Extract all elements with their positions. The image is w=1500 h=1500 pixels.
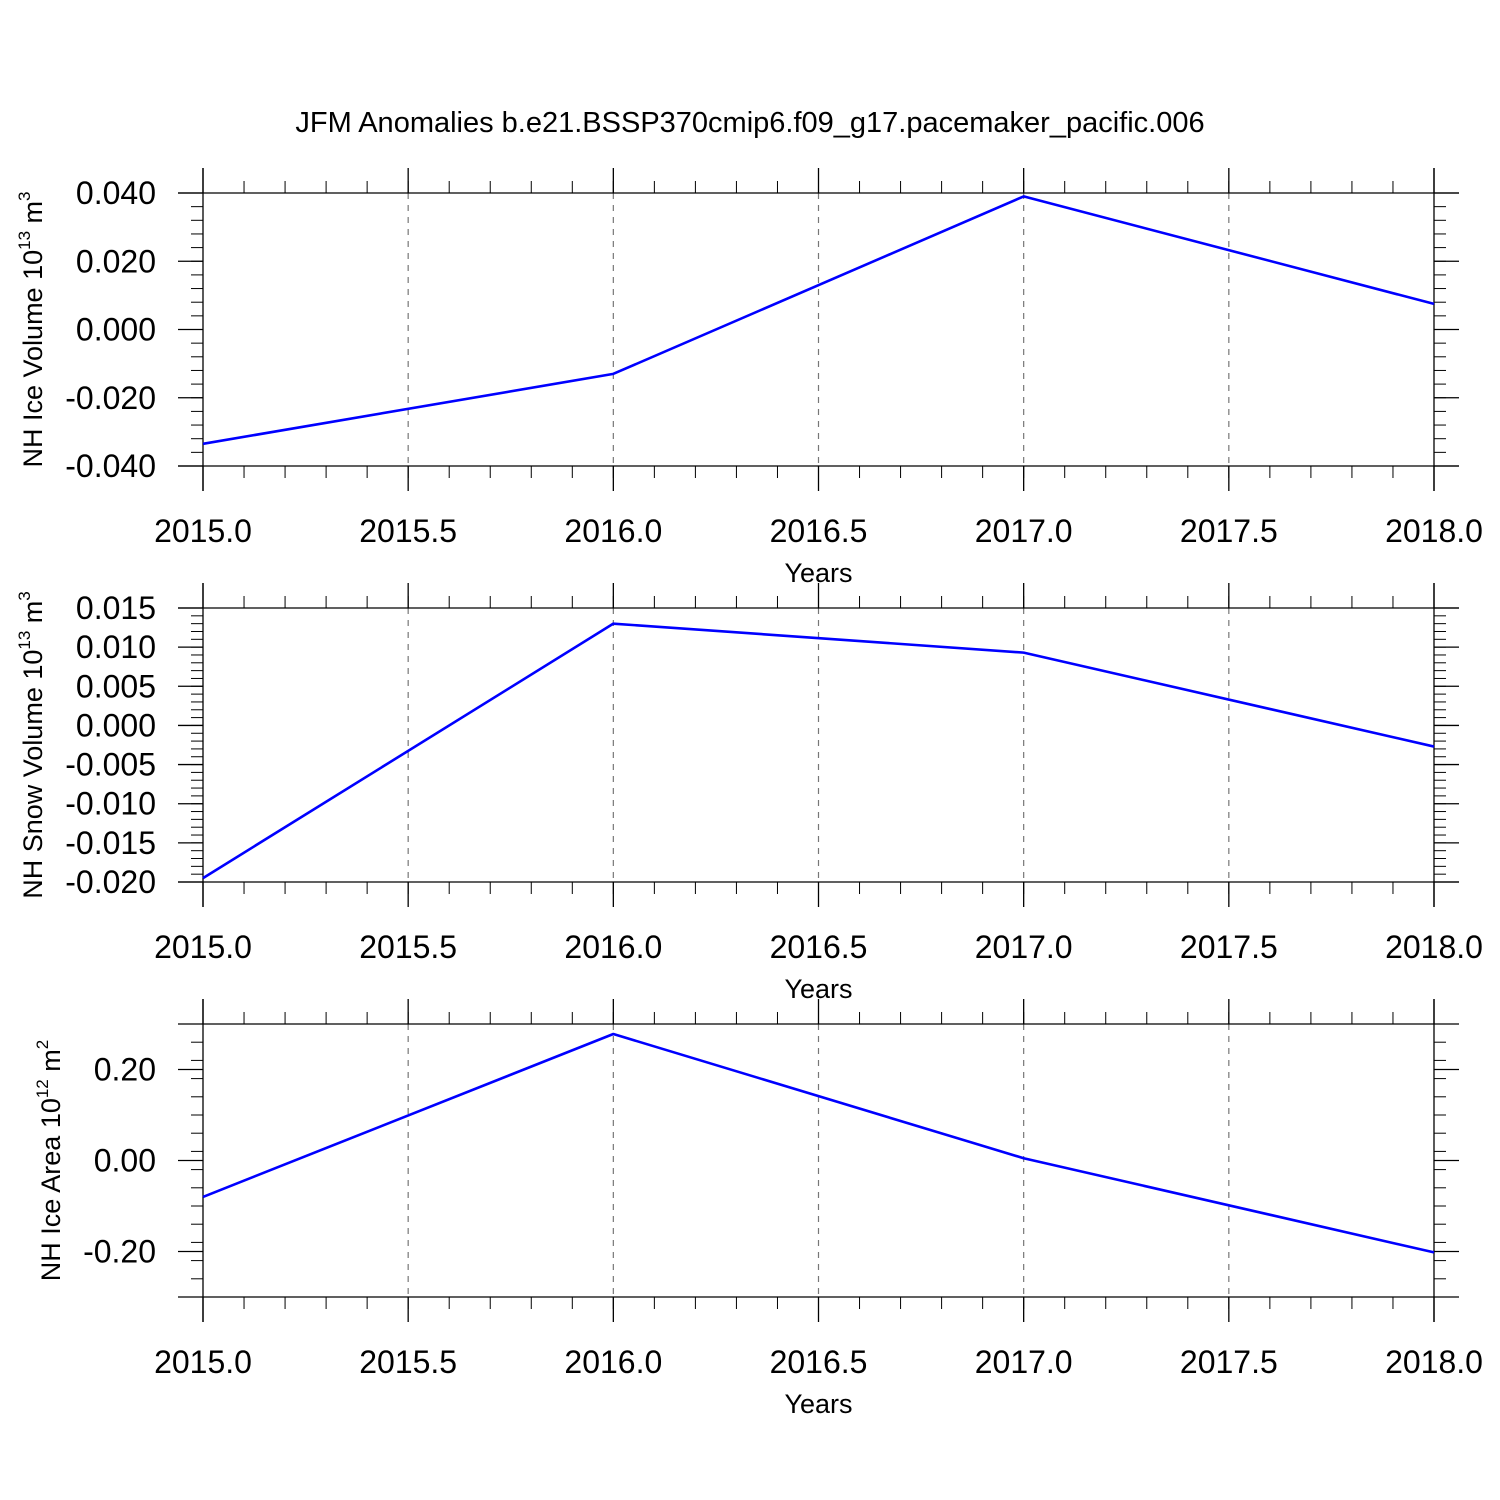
x-tick-label: 2015.5 bbox=[359, 513, 457, 549]
panel-1: 2015.0 2015.5 2016.0 2016.5 2017.0 2017.5 2018… bbox=[15, 168, 1483, 588]
x-tick-label: 2015.5 bbox=[359, 929, 457, 965]
y-tick-label: 0.020 bbox=[76, 243, 156, 279]
y-tick-label: 0.00 bbox=[94, 1143, 156, 1179]
y-axis-title: NH Snow Volume 1013 m3 bbox=[15, 591, 48, 899]
y-tick-label: 0.000 bbox=[76, 707, 156, 743]
x-tick-label: 2016.0 bbox=[564, 513, 662, 549]
x-tick-label: 2015.0 bbox=[154, 929, 252, 965]
y-tick-label: 0.20 bbox=[94, 1052, 156, 1088]
figure-title: JFM Anomalies b.e21.BSSP370cmip6.f09_g17… bbox=[295, 107, 1204, 139]
x-tick-label: 2015.5 bbox=[359, 1344, 457, 1380]
x-axis-title: Years bbox=[784, 1389, 852, 1419]
y-tick-label: -0.015 bbox=[65, 825, 156, 861]
x-tick-label: 2017.0 bbox=[975, 929, 1073, 965]
y-tick-label: 0.005 bbox=[76, 668, 156, 704]
x-tick-label: 2016.5 bbox=[770, 929, 868, 965]
y-tick-label: 0.010 bbox=[76, 629, 156, 665]
x-tick-label: 2017.5 bbox=[1180, 1344, 1278, 1380]
x-tick-label: 2018.0 bbox=[1385, 513, 1483, 549]
y-tick-label: -0.020 bbox=[65, 864, 156, 900]
x-tick-label: 2018.0 bbox=[1385, 929, 1483, 965]
y-tick-label: -0.020 bbox=[65, 380, 156, 416]
x-tick-label: 2016.5 bbox=[770, 1344, 868, 1380]
y-axis-title: NH Ice Volume 1013 m3 bbox=[15, 192, 48, 468]
x-tick-label: 2017.5 bbox=[1180, 929, 1278, 965]
x-tick-label: 2015.0 bbox=[154, 1344, 252, 1380]
x-tick-label: 2016.5 bbox=[770, 513, 868, 549]
x-tick-label: 2016.0 bbox=[564, 1344, 662, 1380]
series-line-1 bbox=[202, 1032, 1435, 1254]
y-tick-label: 0.040 bbox=[76, 175, 156, 211]
y-tick-label: -0.005 bbox=[65, 747, 156, 783]
x-tick-label: 2016.0 bbox=[564, 929, 662, 965]
y-axis-title: NH Ice Area 1012 m2 bbox=[33, 1040, 66, 1281]
y-tick-label: 0.015 bbox=[76, 590, 156, 626]
x-tick-label: 2018.0 bbox=[1385, 1344, 1483, 1380]
x-tick-label: 2017.0 bbox=[975, 513, 1073, 549]
y-tick-label: -0.010 bbox=[65, 786, 156, 822]
panel-3: 2015.0 2015.5 2016.0 2016.5 2017.0 2017.5 2018… bbox=[33, 999, 1483, 1419]
x-tick-label: 2015.0 bbox=[154, 513, 252, 549]
series-line-1 bbox=[202, 195, 1435, 446]
panel-2: 2015.0 2015.5 2016.0 2016.5 2017.0 2017.5 2018… bbox=[15, 583, 1483, 1004]
y-tick-label: 0.000 bbox=[76, 312, 156, 348]
x-tick-label: 2017.5 bbox=[1180, 513, 1278, 549]
y-tick-label: -0.20 bbox=[83, 1234, 156, 1270]
y-tick-label: -0.040 bbox=[65, 448, 156, 484]
series-line-1 bbox=[202, 622, 1435, 880]
x-tick-label: 2017.0 bbox=[975, 1344, 1073, 1380]
